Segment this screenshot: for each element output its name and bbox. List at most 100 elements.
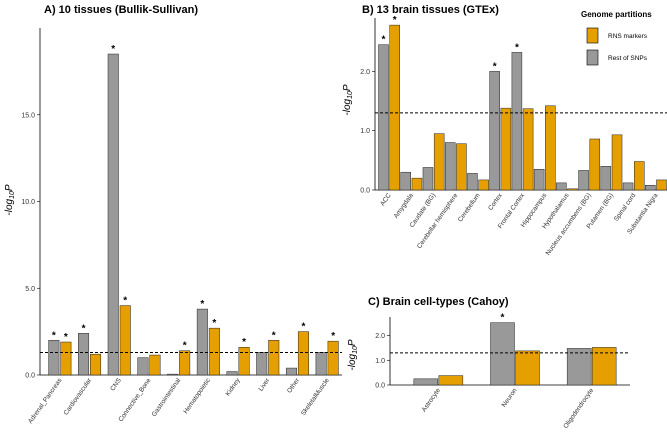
legend-label-rns: RNS markers <box>608 33 648 40</box>
significance-star: * <box>272 330 276 341</box>
bar-rns-6 <box>238 346 250 376</box>
y-tick-label: 2.0 <box>360 69 370 76</box>
panel-b-title: B) 13 brain tissues (GTEx) <box>362 4 499 16</box>
bar-rest-3 <box>444 142 456 191</box>
panel-b-ylabel: -log10P <box>342 84 354 115</box>
bar-rns-5 <box>500 107 512 191</box>
significance-star: * <box>123 296 127 307</box>
bar-rns-1 <box>515 350 540 386</box>
legend-swatch-rns <box>586 27 599 44</box>
category-label: Neuron <box>501 387 519 409</box>
bar-rns-0 <box>60 341 72 376</box>
bar-rns-9 <box>589 138 601 191</box>
significance-star: * <box>52 330 56 341</box>
category-label: ACC <box>379 192 393 208</box>
significance-star: * <box>331 331 335 342</box>
bar-rns-1 <box>411 177 423 191</box>
bar-rest-4 <box>167 373 179 376</box>
category-label: Cerebellar hemisphere <box>416 192 460 250</box>
legend-title: Genome partitions <box>581 10 652 19</box>
bar-rns-3 <box>149 354 161 376</box>
legend: Genome partitions RNS markers Rest of SN… <box>578 10 663 78</box>
bar-rest-2 <box>566 348 592 386</box>
significance-star: * <box>501 313 505 324</box>
category-label: Astrocyte <box>421 387 442 414</box>
bar-rns-8 <box>567 188 578 191</box>
bar-rest-6 <box>226 371 238 376</box>
bar-rns-7 <box>268 340 280 376</box>
bar-rest-0 <box>378 44 389 191</box>
y-tick-label: 0.0 <box>375 383 385 390</box>
bar-rns-9 <box>327 340 339 376</box>
bar-rest-7 <box>533 168 545 191</box>
significance-star: * <box>301 322 305 333</box>
significance-star: * <box>515 42 519 53</box>
significance-star: * <box>242 337 246 348</box>
legend-label-rest: Rest of SNPs <box>608 55 648 62</box>
significance-star: * <box>64 332 68 343</box>
legend-background <box>578 18 663 78</box>
category-label: Amygdala <box>393 192 416 220</box>
bar-rest-5 <box>196 308 208 376</box>
panel-c: C) Brain cell-types (Cahoy) -log10P 0.0 1… <box>347 296 630 430</box>
bar-rest-1 <box>490 322 515 386</box>
bar-rest-8 <box>285 367 297 376</box>
bar-rest-9 <box>578 170 589 191</box>
panel-c-ylabel: -log10P <box>347 339 359 370</box>
legend-swatch-rest <box>586 49 599 66</box>
significance-star: * <box>212 318 216 329</box>
y-tick-label: 2.0 <box>375 333 385 340</box>
bar-rest-6 <box>511 52 523 191</box>
bar-rns-10 <box>611 134 623 191</box>
category-label: SkeletalMuscle <box>300 377 331 417</box>
bar-rest-1 <box>78 333 90 376</box>
bar-rns-0 <box>389 24 400 191</box>
bar-rest-4 <box>467 173 478 191</box>
bar-rest-10 <box>600 166 612 191</box>
bar-rest-7 <box>256 352 268 376</box>
bar-rns-5 <box>208 327 220 376</box>
category-label: Adrenal_Pancreas <box>27 377 64 425</box>
significance-star: * <box>111 44 115 55</box>
bar-rns-4 <box>478 179 489 191</box>
category-label: Cardiovascular <box>63 376 94 416</box>
category-label: Other <box>286 376 302 394</box>
category-label: Kidney <box>225 377 243 398</box>
y-tick-label: 0.0 <box>25 373 35 380</box>
bar-rns-2 <box>591 347 617 386</box>
panel-a-title: A) 10 tissues (Bullik-Sullivan) <box>44 4 198 16</box>
panel-a: A) 10 tissues (Bullik-Sullivan) -log10P … <box>4 4 342 425</box>
bar-rns-4 <box>179 350 191 376</box>
category-label: Spinal cord <box>613 192 638 223</box>
bar-rest-2 <box>107 53 119 376</box>
bar-rns-0 <box>438 375 464 386</box>
bar-rest-2 <box>422 167 434 191</box>
bar-rest-5 <box>489 71 500 191</box>
bar-rest-0 <box>413 378 439 386</box>
bar-rns-7 <box>545 105 556 191</box>
y-tick-label: 10.0 <box>21 199 35 206</box>
bar-rest-12 <box>645 185 656 191</box>
bar-rns-3 <box>456 143 467 191</box>
category-label: Cortex <box>487 192 504 212</box>
category-label: Cerebellum <box>457 192 482 223</box>
bar-rest-9 <box>315 352 327 376</box>
bar-rns-8 <box>297 331 309 376</box>
y-tick-label: 0.0 <box>360 188 370 195</box>
significance-star: * <box>200 299 204 310</box>
category-label: Liver <box>258 376 272 392</box>
significance-star: * <box>393 15 397 26</box>
category-label: Connective_Bone <box>117 377 152 423</box>
y-tick-label: 1.0 <box>375 358 385 365</box>
y-tick-label: 1.0 <box>360 128 370 135</box>
category-label: Gastrointestinal <box>151 377 183 418</box>
category-label: Oligodendrocyte <box>562 387 595 430</box>
bar-rns-2 <box>433 133 445 191</box>
category-label: CNS <box>109 377 123 393</box>
category-label: Hematopoietic <box>182 377 212 416</box>
panel-a-marks: 0.0 5.0 10.0 15.0 * * Adrenal_Pancreas * Cardiov… <box>21 44 342 425</box>
bar-rest-8 <box>556 182 567 191</box>
panel-c-title: C) Brain cell-types (Cahoy) <box>368 296 509 308</box>
bar-rest-11 <box>622 182 634 191</box>
